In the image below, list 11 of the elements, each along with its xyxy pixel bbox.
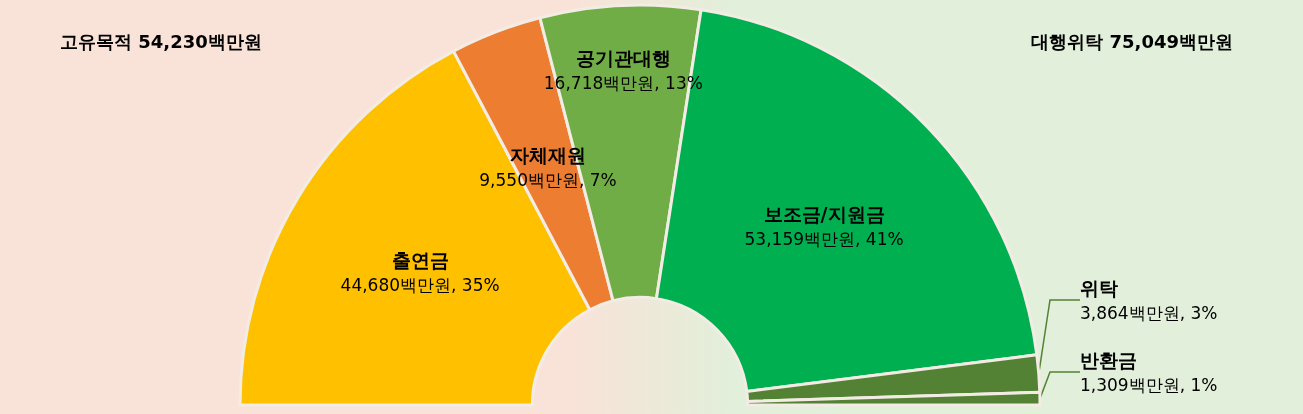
data-label: 3,864백만원, 3% <box>1080 303 1218 323</box>
slice-label: 보조금/지원금 <box>763 202 885 225</box>
data-label: 44,680백만원, 35% <box>340 275 500 296</box>
slice-label: 위탁 <box>1080 277 1118 299</box>
text: 고유목적 54,230백만원 <box>60 30 262 52</box>
data-label: 1,309백만원, 1% <box>1080 375 1218 395</box>
data-label: 53,159백만원, 41% <box>744 228 904 249</box>
slice-label: 공기관대행 <box>575 47 671 70</box>
slice-label: 반환금 <box>1080 349 1137 371</box>
text: 대행위탁 75,049백만원 <box>1031 30 1234 52</box>
slice-label: 출연금 <box>391 249 449 272</box>
